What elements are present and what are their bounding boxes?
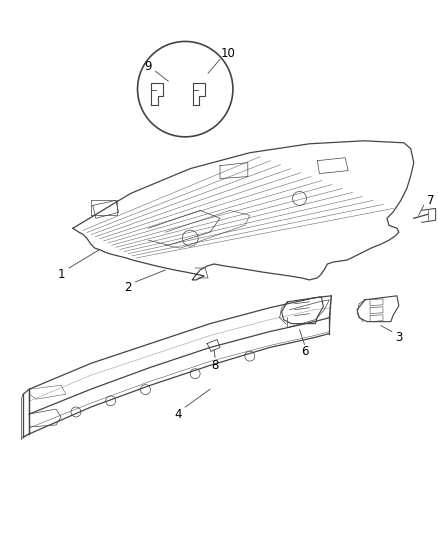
Text: 4: 4 bbox=[174, 408, 182, 421]
Text: 10: 10 bbox=[220, 47, 235, 60]
Text: 7: 7 bbox=[426, 194, 434, 207]
Text: 3: 3 bbox=[394, 331, 402, 344]
Text: 2: 2 bbox=[124, 281, 131, 294]
Text: 8: 8 bbox=[211, 359, 218, 372]
Text: 1: 1 bbox=[57, 269, 65, 281]
Text: 9: 9 bbox=[145, 60, 152, 73]
Text: 6: 6 bbox=[300, 345, 307, 358]
